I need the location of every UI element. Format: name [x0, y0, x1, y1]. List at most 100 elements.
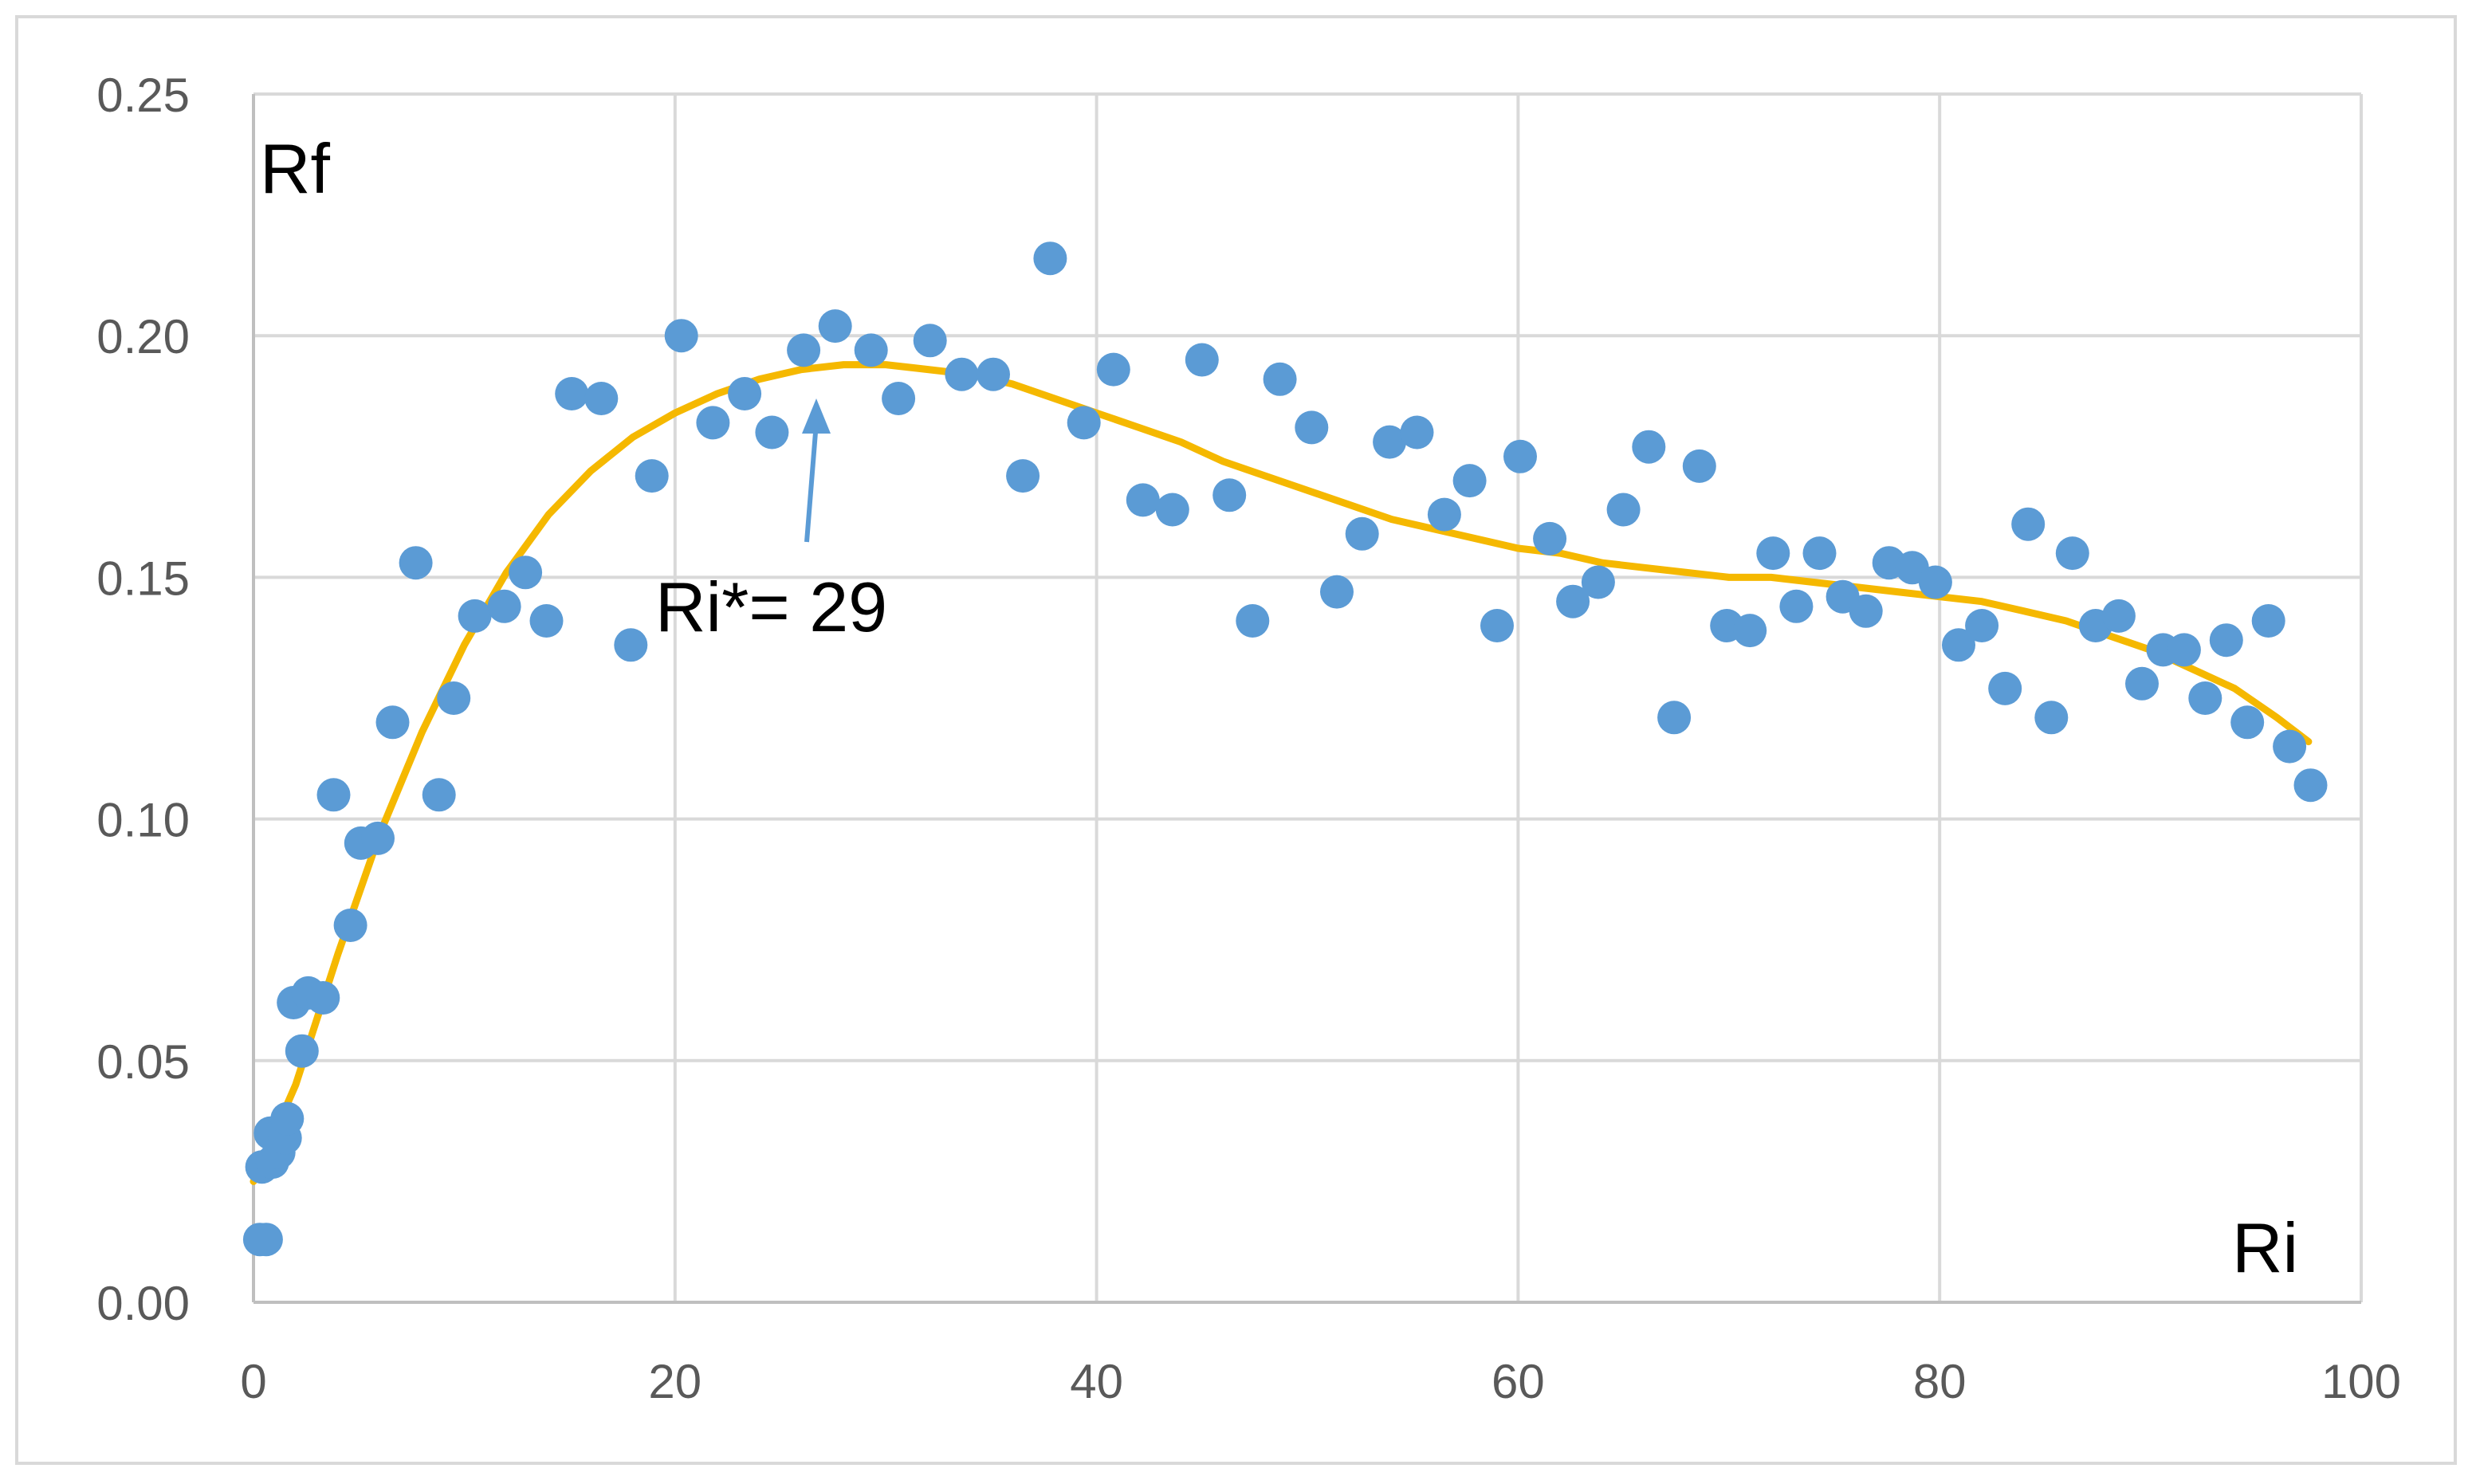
x-tick-label: 20: [648, 1355, 702, 1408]
data-point: [1733, 614, 1767, 648]
data-point: [1918, 565, 1952, 599]
data-point: [1126, 483, 1160, 517]
data-point: [1263, 362, 1297, 396]
data-point: [2034, 701, 2069, 735]
trendline-curve: [250, 361, 2313, 1185]
data-point: [1606, 493, 1641, 527]
annotation-label: Ri*= 29: [655, 567, 887, 646]
data-point: [755, 415, 789, 450]
chart-border: [15, 15, 2457, 1465]
data-point: [1988, 671, 2022, 705]
data-point: [584, 382, 619, 415]
tick-labels: 0.00 0.05 0.10 0.15 0.20 0.25 0 20 40 60 80 100: [96, 69, 2401, 1408]
x-tick-label: 0: [240, 1355, 266, 1408]
data-point: [1096, 352, 1130, 387]
data-point: [1779, 589, 1814, 623]
data-point: [977, 357, 1010, 391]
data-point: [1033, 241, 1067, 276]
data-point: [2273, 729, 2307, 764]
data-point: [285, 1034, 319, 1068]
y-tick-label: 0.00: [96, 1277, 190, 1330]
annotation-arrow: [804, 422, 819, 543]
data-point: [787, 333, 821, 367]
data-point: [913, 324, 947, 358]
data-point: [1295, 410, 1329, 445]
data-point: [1236, 604, 1270, 638]
data-point: [1556, 584, 1590, 618]
data-point: [487, 589, 521, 623]
data-point: [509, 556, 543, 590]
data-points: [242, 241, 2328, 1257]
data-point: [1480, 609, 1514, 642]
data-point: [1373, 425, 1407, 459]
data-point: [2125, 666, 2159, 701]
data-point: [1320, 575, 1354, 609]
gridlines: [253, 92, 2363, 1302]
data-point: [1849, 594, 1883, 628]
data-point: [1657, 701, 1692, 735]
data-point: [306, 981, 340, 1015]
data-point: [696, 406, 730, 440]
annotation-arrow-head: [802, 398, 831, 434]
data-point: [614, 628, 648, 662]
x-tick-label: 100: [2321, 1355, 2401, 1408]
data-point: [437, 681, 471, 715]
data-point: [2209, 623, 2243, 658]
data-point: [1067, 406, 1101, 440]
data-point: [2230, 705, 2265, 740]
x-tick-label: 60: [1491, 1355, 1545, 1408]
x-tick-label: 40: [1070, 1355, 1123, 1408]
data-point: [249, 1223, 283, 1257]
data-point: [458, 599, 492, 633]
data-point: [728, 377, 762, 410]
data-point: [1533, 521, 1567, 556]
annotation: Ri*= 29: [655, 398, 887, 646]
y-tick-label: 0.25: [96, 69, 190, 122]
data-point: [399, 546, 433, 580]
data-point: [1682, 449, 1716, 483]
data-point: [422, 778, 456, 812]
data-point: [2251, 604, 2285, 638]
data-point: [361, 821, 395, 855]
data-point: [529, 604, 564, 638]
data-point: [2293, 768, 2328, 803]
data-point: [1452, 464, 1487, 498]
data-point: [1345, 516, 1379, 551]
data-point: [1400, 415, 1434, 450]
data-point: [945, 357, 979, 391]
data-point: [1503, 439, 1537, 473]
data-point: [854, 333, 888, 367]
data-point: [1581, 565, 1615, 599]
trendline: [250, 361, 2313, 1185]
data-point: [2101, 599, 2136, 633]
x-axis-label: Ri: [2232, 1208, 2298, 1287]
data-point: [1965, 609, 1999, 642]
data-point: [2011, 507, 2046, 541]
y-tick-label: 0.05: [96, 1035, 190, 1089]
data-point: [555, 377, 589, 410]
data-point: [1632, 430, 1666, 464]
data-point: [1155, 493, 1189, 527]
data-point: [1185, 343, 1219, 377]
y-tick-label: 0.10: [96, 794, 190, 847]
axes: [252, 94, 2361, 1304]
data-point: [818, 309, 852, 344]
data-point: [333, 909, 367, 942]
data-point: [316, 778, 351, 812]
data-point: [1756, 536, 1790, 571]
data-point: [375, 705, 410, 740]
y-tick-label: 0.15: [96, 552, 190, 605]
data-point: [1427, 497, 1461, 532]
data-point: [2167, 633, 2201, 667]
data-point: [1802, 536, 1837, 571]
x-tick-label: 80: [1913, 1355, 1967, 1408]
y-tick-label: 0.20: [96, 310, 190, 363]
data-point: [1942, 628, 1975, 662]
data-point: [2188, 681, 2222, 715]
data-point: [270, 1101, 305, 1136]
data-point: [635, 459, 669, 493]
y-axis-label: Rf: [260, 129, 331, 208]
data-point: [882, 382, 916, 415]
